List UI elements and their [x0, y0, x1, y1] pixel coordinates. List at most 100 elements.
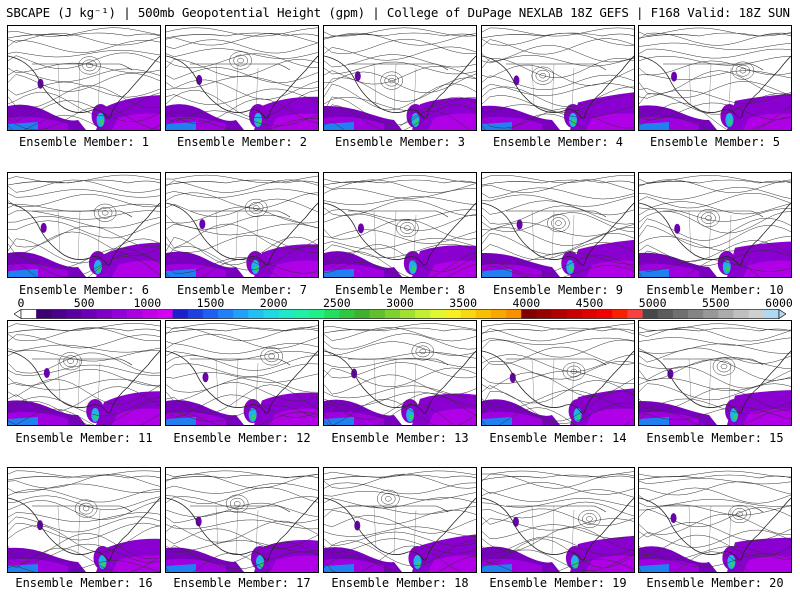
colorbar-swatch: [354, 309, 370, 319]
colorbar-tick-label: 3000: [386, 296, 414, 310]
height-contour-low: [101, 210, 109, 216]
height-contour-low: [82, 59, 97, 72]
height-contour: [639, 250, 791, 267]
coastline: [8, 474, 160, 481]
height-contour: [324, 357, 476, 369]
height-contour: [324, 404, 455, 425]
height-contour: [482, 55, 634, 67]
ensemble-member-map: [481, 172, 635, 278]
height-contour: [166, 483, 318, 494]
height-contour: [639, 175, 791, 183]
height-contour: [166, 551, 318, 570]
height-contour-low: [63, 355, 78, 368]
height-contour: [324, 46, 476, 61]
height-contour: [324, 32, 476, 46]
height-contour-low: [252, 205, 260, 211]
height-contour-low: [233, 54, 248, 67]
coastline: [324, 202, 476, 266]
height-contour: [166, 323, 318, 331]
height-contour: [482, 205, 634, 225]
colorbar-swatch: [400, 309, 416, 319]
height-contour: [482, 222, 634, 237]
height-contour-low: [736, 511, 743, 517]
height-contour: [8, 323, 160, 331]
height-contour: [166, 343, 318, 355]
cape-shading-pacific: [40, 222, 47, 233]
height-contour: [482, 538, 634, 568]
colorbar-swatch: [642, 309, 659, 319]
height-contour-low: [97, 206, 113, 219]
height-contour: [639, 327, 791, 342]
height-contour: [639, 388, 791, 410]
cape-shading-ocean: [428, 408, 476, 425]
cape-shading-gulf: [733, 414, 738, 420]
height-contour: [8, 189, 160, 198]
height-contour-low: [701, 212, 716, 224]
colorbar-swatch: [415, 309, 431, 319]
height-contour: [8, 386, 160, 412]
height-contour: [482, 489, 634, 502]
height-contour: [166, 67, 318, 84]
cape-shading-gulf: [409, 414, 414, 420]
height-contour: [482, 232, 634, 255]
cape-shading-ocean: [482, 417, 512, 425]
height-contour: [324, 538, 476, 554]
height-contour: [166, 487, 318, 505]
ensemble-member-caption: Ensemble Member: 7: [176, 283, 308, 297]
height-contour: [8, 115, 160, 130]
cape-shading-pacific: [37, 520, 44, 531]
height-contour: [482, 227, 634, 246]
height-contour: [166, 234, 318, 253]
colorbar-swatch: [248, 309, 264, 319]
height-contour: [8, 39, 160, 53]
height-contour: [324, 65, 476, 85]
height-contour: [166, 53, 318, 69]
height-contour: [166, 405, 318, 422]
height-contour: [482, 104, 634, 119]
colorbar-swatch: [384, 309, 401, 319]
height-contour: [324, 351, 476, 360]
colorbar-tick-label: 4000: [512, 296, 541, 310]
height-contour: [324, 470, 476, 478]
cape-shading-pacific: [43, 368, 50, 379]
ensemble-member-caption: Ensemble Member: 3: [334, 135, 466, 149]
height-contour: [8, 179, 160, 193]
cape-shading-pacific: [516, 219, 523, 230]
colorbar-swatch: [81, 309, 98, 319]
height-contour: [324, 213, 476, 231]
country-border: [32, 210, 133, 218]
height-contour: [8, 334, 160, 349]
height-contour: [482, 346, 634, 365]
cape-shading-pacific: [513, 75, 520, 86]
height-contour: [8, 253, 160, 277]
colorbar-swatch: [157, 309, 173, 319]
ensemble-member-map: [481, 25, 635, 131]
height-contour: [482, 32, 634, 46]
height-contour-low: [535, 69, 551, 82]
height-contour-low: [415, 345, 431, 358]
ensemble-member-caption: Ensemble Member: 14: [489, 431, 627, 445]
height-contour: [8, 33, 160, 46]
height-contour: [482, 473, 634, 489]
height-contour: [324, 540, 476, 567]
height-contour: [639, 553, 791, 568]
height-contour: [324, 385, 476, 399]
cape-shading-pacific: [199, 219, 206, 230]
height-contour: [8, 516, 160, 533]
height-contour: [639, 60, 791, 76]
ensemble-member-map: [481, 320, 635, 426]
coastline: [639, 55, 791, 119]
coastline: [482, 32, 634, 39]
coastline: [166, 327, 318, 334]
height-contour: [639, 89, 791, 104]
height-contour: [639, 481, 791, 496]
height-contour: [639, 70, 791, 95]
height-contour: [166, 118, 318, 130]
ensemble-member-map: [638, 320, 792, 426]
height-contour: [639, 217, 791, 241]
height-contour: [324, 399, 476, 425]
country-border: [663, 210, 764, 218]
height-contour: [166, 236, 318, 266]
height-contour: [482, 194, 634, 207]
height-contour: [639, 383, 791, 401]
